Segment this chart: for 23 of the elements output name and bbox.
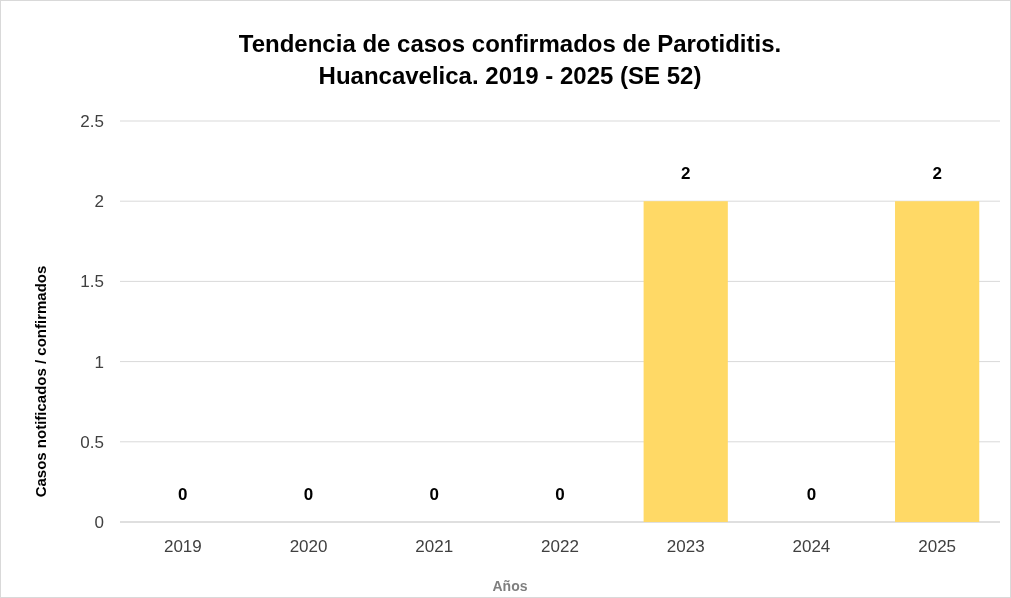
data-label: 0: [178, 485, 188, 504]
x-tick-label: 2025: [918, 537, 957, 556]
x-tick-label: 2024: [792, 537, 831, 556]
data-label: 0: [555, 485, 565, 504]
chart-title: Tendencia de casos confirmados de Parotiditis. Huancavelica. 2019 - 2025 (SE 52): [238, 30, 782, 89]
y-tick-label: 0: [94, 512, 104, 532]
y-tick-label: 2.5: [80, 111, 104, 131]
x-tick-label: 2020: [289, 537, 328, 556]
data-label: 2: [680, 164, 691, 184]
data-label: 0: [429, 485, 440, 504]
data-label: 2: [932, 164, 942, 184]
y-axis-title: Casos notificados / confirmados: [32, 265, 49, 498]
x-tick-label: 2019: [163, 537, 202, 556]
x-tick-label: 2023: [666, 537, 705, 556]
x-tick-label: 2022: [541, 537, 579, 556]
y-tick-label: 1.5: [80, 272, 104, 292]
y-tick-label: 2: [94, 192, 104, 212]
x-tick-label: 2021: [415, 537, 454, 556]
x-axis-title: Años: [492, 578, 528, 594]
y-tick-label: 0.5: [80, 432, 104, 452]
data-label: 0: [806, 485, 817, 504]
y-tick-label: 1: [94, 352, 104, 372]
data-label: 0: [303, 485, 314, 504]
